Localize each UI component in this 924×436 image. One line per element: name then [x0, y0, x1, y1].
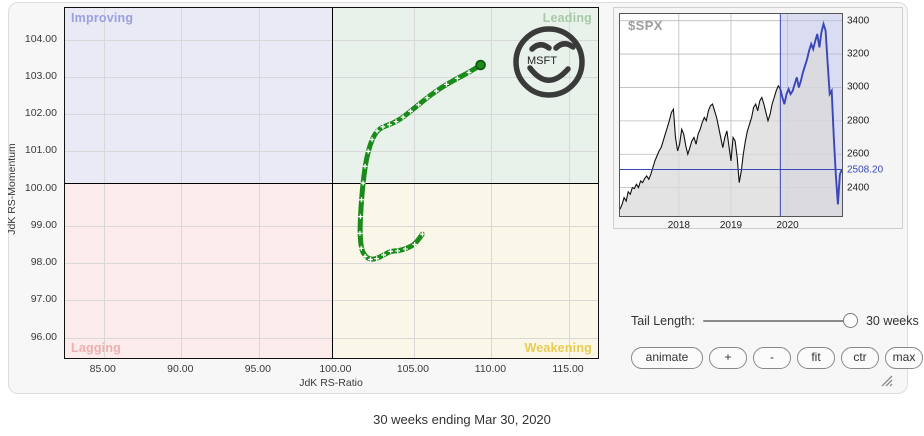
y-tick-label: 102.00	[24, 107, 57, 120]
spx-x-tick-label: 2020	[776, 220, 799, 231]
x-tick-label: 95.00	[244, 363, 271, 375]
msft-tail-trail	[357, 59, 486, 262]
x-tick-label: 110.00	[474, 363, 507, 375]
quadrant-label-weakening: Weakening	[524, 341, 592, 355]
y-tick-label: 103.00	[24, 69, 57, 82]
crosshair-horizontal	[65, 183, 598, 184]
quadrant-label-leading: Leading	[542, 11, 592, 25]
spx-y-tick-label: 3000	[847, 81, 870, 93]
y-tick-label: 101.00	[24, 144, 57, 157]
rrg-controls: Tail Length: 30 weeks animate + - fit ctr max	[613, 303, 923, 383]
spx-x-tick-label: 2018	[667, 220, 690, 231]
quadrant-improving	[65, 8, 332, 183]
spx-last-value-label: 2508.20	[847, 164, 884, 176]
y-tick-label: 96.00	[30, 330, 57, 343]
x-tick-label: 100.00	[319, 363, 352, 375]
slider-thumb[interactable]	[842, 313, 858, 328]
y-tick-label: 100.00	[24, 181, 57, 194]
chart-caption: 30 weeks ending Mar 30, 2020	[373, 412, 551, 427]
quadrant-lagging	[65, 183, 332, 358]
x-axis-title: JdK RS-Ratio	[299, 377, 363, 389]
spx-price-series	[620, 14, 842, 216]
chart-action-buttons: animate + - fit ctr max	[631, 347, 923, 369]
y-tick-label: 97.00	[30, 293, 57, 306]
y-tick-label: 104.00	[24, 32, 57, 45]
tail-length-value: 30 weeks	[865, 314, 919, 328]
quadrant-weakening	[331, 183, 598, 358]
spx-x-tick-label: 2019	[719, 220, 743, 231]
x-tick-label: 115.00	[552, 363, 584, 375]
spx-plot-area[interactable]: $SPX	[619, 13, 843, 217]
spx-y-tick-label: 2400	[847, 182, 870, 194]
quadrant-label-improving: Improving	[71, 11, 134, 25]
tail-length-row: Tail Length: 30 weeks	[631, 313, 919, 329]
tail-length-label: Tail Length:	[631, 314, 695, 328]
tail-length-slider[interactable]	[702, 313, 858, 329]
slider-track[interactable]	[702, 320, 855, 322]
resize-grip-icon[interactable]	[880, 374, 893, 387]
x-tick-label: 85.00	[89, 363, 116, 375]
y-tick-label: 99.00	[30, 218, 57, 231]
spx-symbol-label: $SPX	[628, 18, 663, 33]
rrg-panel: JdK RS-Momentum JdK RS-Ratio 104.00 103.0…	[6, 2, 923, 395]
animate-button[interactable]: animate	[631, 347, 703, 369]
spx-y-tick-label: 3200	[847, 48, 870, 60]
rrg-plot-area[interactable]: Improving Leading Lagging Weakening	[64, 7, 599, 359]
rrg-chart[interactable]: JdK RS-Momentum JdK RS-Ratio 104.00 103.0…	[6, 3, 609, 395]
y-tick-label: 98.00	[30, 256, 57, 269]
zoom-out-button[interactable]: -	[753, 347, 791, 369]
spx-y-tick-label: 2600	[847, 148, 870, 160]
quadrant-label-lagging: Lagging	[71, 341, 122, 355]
spx-panel[interactable]: $SPX 3400 3200 3000 2800 2600 2400 2508.20 201…	[613, 7, 903, 231]
center-button[interactable]: ctr	[841, 347, 879, 369]
fit-button[interactable]: fit	[797, 347, 835, 369]
x-tick-label: 90.00	[167, 363, 194, 375]
x-tick-label: 105.00	[396, 363, 429, 375]
maximize-button[interactable]: max	[885, 347, 923, 369]
spx-y-tick-label: 2800	[847, 115, 870, 127]
zoom-in-button[interactable]: +	[709, 347, 747, 369]
spx-y-tick-label: 3400	[847, 15, 870, 27]
msft-series-label: MSFT	[527, 55, 557, 67]
